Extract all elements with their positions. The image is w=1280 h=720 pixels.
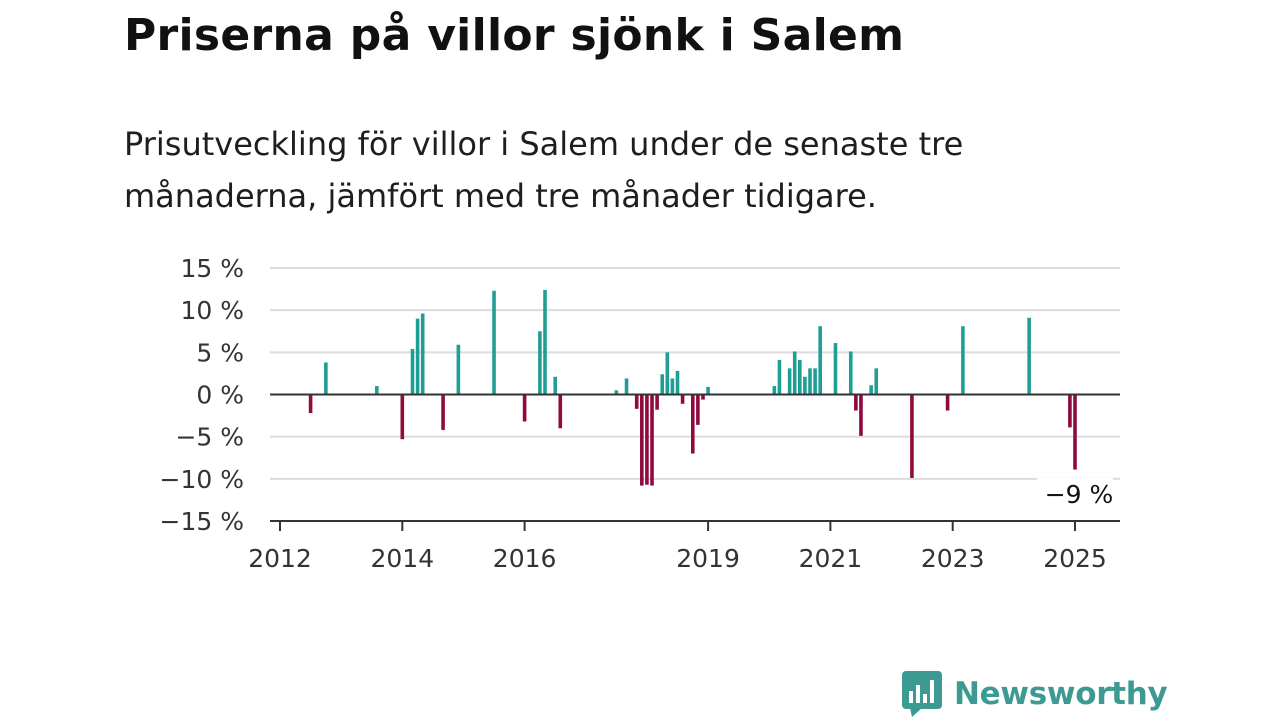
x-tick-label: 2023 <box>921 544 985 573</box>
bar <box>492 290 496 395</box>
bar <box>665 352 670 395</box>
bar <box>798 359 802 395</box>
bar <box>640 394 644 486</box>
bar <box>808 368 812 395</box>
bar <box>961 326 965 395</box>
bar <box>538 331 542 395</box>
bar <box>696 394 700 425</box>
y-tick-label: −15 % <box>160 507 244 536</box>
bar <box>1027 317 1031 395</box>
bar <box>848 351 853 395</box>
bar <box>777 359 782 395</box>
bar <box>553 376 557 395</box>
bar <box>522 394 527 422</box>
x-tick-label: 2016 <box>493 544 557 573</box>
bar <box>787 368 792 395</box>
bar <box>910 394 914 478</box>
bar <box>456 344 461 395</box>
bar <box>859 394 863 436</box>
y-tick-label: −10 % <box>160 465 244 494</box>
bar <box>614 390 619 395</box>
bar <box>558 394 563 429</box>
latest-value-label: −9 % <box>1045 480 1114 509</box>
x-tick-label: 2021 <box>799 544 863 573</box>
bar <box>655 394 659 410</box>
bar <box>670 378 675 395</box>
annotation-background <box>1037 478 1113 510</box>
y-tick-label: 5 % <box>196 338 244 367</box>
chart-title: Priserna på villor sjönk i Salem <box>124 10 905 61</box>
bar <box>701 394 705 400</box>
bar <box>803 376 807 395</box>
bar <box>543 289 547 395</box>
bar <box>690 394 695 454</box>
bar <box>813 368 817 395</box>
bar <box>441 394 445 430</box>
bar <box>324 362 328 395</box>
bar <box>410 348 415 395</box>
bar <box>400 394 405 440</box>
bar <box>1068 394 1072 428</box>
y-tick-label: 10 % <box>180 296 244 325</box>
bar <box>420 313 425 395</box>
bar <box>833 343 838 395</box>
bar <box>308 394 313 414</box>
newsworthy-logo: Newsworthy <box>902 670 1168 718</box>
bar-chart-speech-bubble-icon <box>902 671 942 717</box>
bar <box>415 318 420 395</box>
x-tick-label: 2012 <box>248 544 312 573</box>
bar <box>634 394 639 409</box>
bar <box>375 386 379 395</box>
bar <box>792 351 797 395</box>
chart-subtitle: Prisutveckling för villor i Salem under … <box>124 125 964 215</box>
y-tick-label: −5 % <box>175 423 244 452</box>
bar <box>675 370 680 395</box>
bar <box>624 378 629 395</box>
bar <box>854 394 858 411</box>
bar <box>680 394 685 404</box>
x-tick-label: 2019 <box>676 544 740 573</box>
bar <box>645 394 649 485</box>
bar <box>706 386 710 395</box>
bar <box>772 386 777 395</box>
y-tick-label: 15 % <box>180 254 244 283</box>
logo-wordmark: Newsworthy <box>954 676 1168 712</box>
bar <box>1073 394 1077 470</box>
x-tick-label: 2025 <box>1043 544 1107 573</box>
x-tick-label: 2014 <box>370 544 434 573</box>
bar <box>869 385 873 395</box>
bar <box>945 394 950 411</box>
bar <box>660 374 665 395</box>
bar <box>818 326 822 395</box>
y-tick-label: 0 % <box>196 381 244 410</box>
bar <box>874 368 879 395</box>
bar <box>650 394 654 486</box>
